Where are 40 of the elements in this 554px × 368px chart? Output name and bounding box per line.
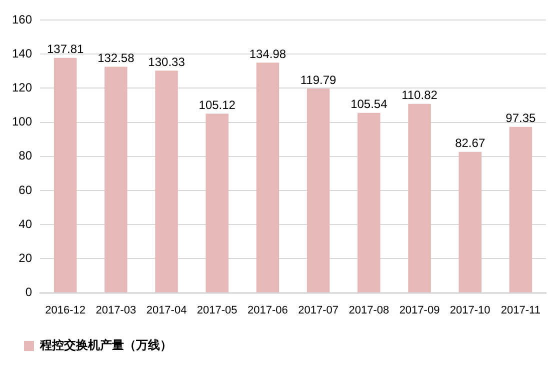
y-tick-label: 60: [18, 182, 32, 197]
y-tick-label: 140: [12, 46, 32, 60]
y-tick-label: 120: [12, 80, 32, 95]
bar: [408, 104, 431, 292]
y-tick-label: 100: [12, 114, 32, 129]
x-tick-label: 2017-03: [96, 304, 136, 316]
data-label: 137.81: [46, 42, 84, 56]
x-tick-label: 2017-06: [248, 304, 288, 316]
x-tick-label: 2017-11: [500, 304, 540, 316]
data-label: 130.33: [148, 54, 186, 69]
data-label: 105.12: [198, 98, 236, 112]
x-tick-label: 2017-07: [298, 304, 338, 316]
x-tick-label: 2017-04: [146, 304, 187, 316]
x-tick-label: 2017-10: [450, 304, 490, 316]
bar: [104, 66, 128, 292]
data-label: 105.54: [350, 97, 388, 112]
data-label: 134.98: [249, 46, 286, 61]
legend-label: 程控交换机产量（万线）: [39, 338, 172, 352]
y-tick-label: 80: [18, 148, 32, 163]
y-tick-label: 40: [18, 216, 32, 231]
bar: [206, 114, 228, 292]
bar: [155, 70, 178, 292]
bar: [509, 126, 532, 292]
data-label: 97.35: [506, 111, 536, 126]
bar: [256, 62, 280, 292]
y-tick-label: 20: [18, 251, 32, 266]
x-tick-label: 2017-09: [399, 304, 440, 316]
bar: [306, 88, 330, 292]
bar: [458, 152, 482, 292]
x-tick-label: 2017-05: [196, 304, 238, 316]
data-label: 132.58: [98, 51, 135, 66]
y-tick-label: 160: [12, 12, 32, 26]
data-label: 119.79: [300, 72, 337, 87]
bar: [358, 112, 380, 292]
data-label: 110.82: [402, 88, 438, 102]
data-label: 82.67: [455, 136, 486, 150]
x-tick-label: 2016-12: [45, 304, 86, 316]
y-tick-label: 0: [25, 285, 32, 300]
bar: [54, 58, 77, 292]
x-tick-label: 2017-08: [348, 304, 390, 316]
